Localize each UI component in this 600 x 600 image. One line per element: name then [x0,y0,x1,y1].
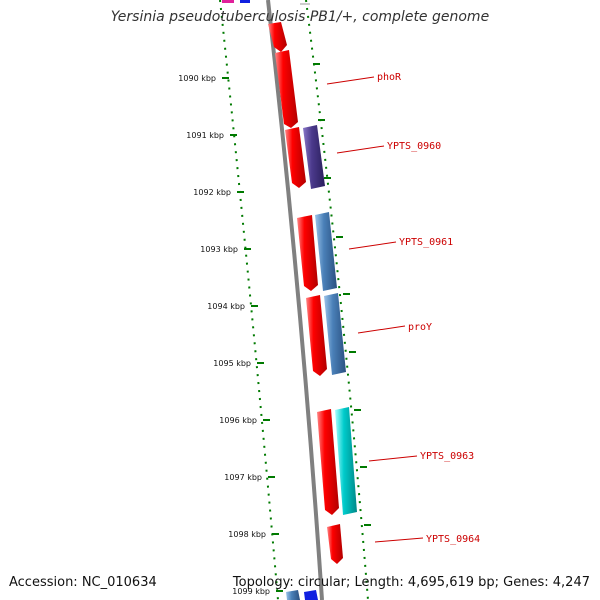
gene-arrow[interactable] [285,127,306,188]
guide-tick-mark [349,351,356,353]
scale-tick-mark [251,305,258,307]
scale-ticks: 1090 kbp 1091 kbp 1092 kbp 1093 kbp 1094 kbp… [178,63,371,596]
scale-tick-mark [272,533,279,535]
gene-arrow[interactable] [327,524,343,564]
gene-label-pointer [368,455,418,462]
gene-arrow[interactable] [324,293,346,375]
accession-text: Accession: NC_010634 [9,575,157,590]
gene-arrow[interactable] [268,22,287,52]
scale-tick-label: 1099 kbp [232,587,270,596]
guide-tick-mark [360,466,367,468]
gene-arrow[interactable] [286,590,300,600]
top-line [300,3,310,5]
gene-arrow[interactable] [306,295,327,376]
scale-tick-mark [244,248,251,250]
gene-label-pointer [336,145,385,154]
scale-tick-mark [222,77,229,79]
scale-tick-label: 1095 kbp [213,359,251,368]
guide-tick-mark [354,409,361,411]
guide-tick-mark [318,119,325,121]
gene-label[interactable]: YPTS_0963 [420,451,474,462]
scale-tick-mark [276,590,283,592]
scale-tick-mark [268,476,275,478]
genome-summary: Topology: circular; Length: 4,695,619 bp… [232,575,590,590]
gene-arrow[interactable] [315,212,337,291]
scale-tick-label: 1092 kbp [193,188,231,197]
scale-tick-label: 1091 kbp [186,131,224,140]
gene-labels: phoR YPTS_0960 YPTS_0961 proY YPTS_0963 YPTS_… [326,72,480,545]
guide-tick-mark [343,293,350,295]
scale-tick-label: 1098 kbp [228,530,266,539]
gene-label[interactable]: YPTS_0964 [426,534,480,545]
gene-label[interactable]: YPTS_0960 [387,141,441,152]
gene-arrows [268,22,357,600]
gene-arrow[interactable] [335,407,357,515]
scale-tick-label: 1096 kbp [219,416,257,425]
gene-label-pointer [348,241,397,250]
gene-label[interactable]: proY [408,322,432,333]
scale-tick-label: 1094 kbp [207,302,245,311]
gene-label[interactable]: phoR [377,72,402,83]
gene-arrow[interactable] [303,125,325,189]
gene-label-pointer [326,76,375,85]
scale-tick-mark [230,134,237,136]
gene-label-pointer [357,325,406,334]
guide-tick-mark [313,63,320,65]
scale-tick-label: 1097 kbp [224,473,262,482]
scale-tick-label: 1093 kbp [200,245,238,254]
guide-tick-mark [324,177,331,179]
scale-tick-mark [237,191,244,193]
gene-feature-magenta [222,0,234,3]
gene-arrow[interactable] [275,50,298,128]
gene-label[interactable]: YPTS_0961 [399,237,453,248]
guide-tick-mark [364,524,371,526]
genome-title: Yersinia pseudotuberculosis PB1/+, compl… [110,9,490,25]
gene-arrow[interactable] [304,590,318,600]
scale-tick-mark [257,362,264,364]
guide-tick-mark [336,236,343,238]
scale-tick-label: 1090 kbp [178,74,216,83]
tick-guide-line [219,0,279,600]
gene-feature-blue [240,0,250,3]
gene-arrow[interactable] [297,215,318,291]
gene-arrow[interactable] [317,409,339,515]
gene-label-pointer [374,537,424,543]
genome-backbone [266,0,324,600]
scale-tick-mark [263,419,270,421]
